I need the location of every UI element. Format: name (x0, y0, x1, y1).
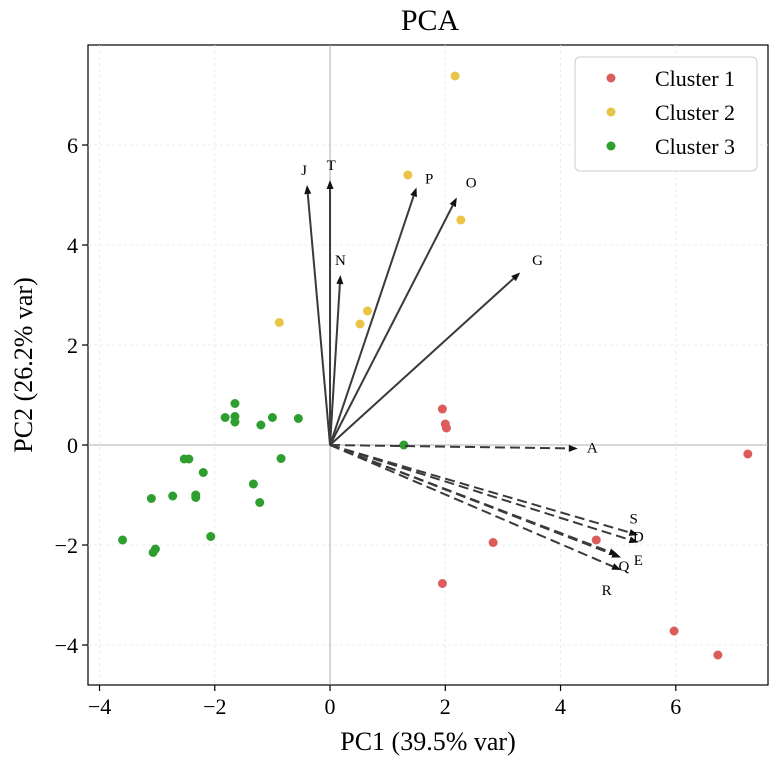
loading-arrow-S (329, 444, 630, 534)
legend-marker-cluster-3 (606, 141, 616, 151)
point-cluster-3-21 (399, 440, 409, 450)
point-cluster-2-4 (355, 319, 365, 329)
loading-arrowhead-A (568, 444, 578, 452)
point-cluster-3-16 (255, 498, 265, 507)
loading-label-J: J (301, 163, 307, 179)
loading-arrow-A (330, 444, 569, 450)
loading-label-D: D (633, 530, 644, 546)
point-cluster-3-8 (184, 454, 194, 464)
point-cluster-3-10 (276, 454, 286, 463)
legend-label-cluster-3: Cluster 3 (655, 134, 735, 159)
point-cluster-3-19 (148, 548, 158, 557)
loading-label-N: N (335, 253, 346, 269)
y-tick-label-0: −4 (55, 633, 78, 658)
point-cluster-1-4 (591, 535, 601, 545)
point-cluster-1-7 (669, 626, 679, 636)
y-tick-label-4: 4 (67, 233, 78, 258)
x-tick-label-1: −2 (203, 694, 226, 719)
point-cluster-3-3 (230, 417, 240, 427)
point-cluster-1-0 (437, 404, 447, 414)
loading-arrow-J (306, 193, 332, 446)
point-cluster-1-8 (713, 650, 723, 660)
x-axis-title: PC1 (39.5% var) (340, 727, 515, 756)
loading-arrowhead-S (628, 529, 639, 536)
point-cluster-3-13 (191, 493, 201, 502)
loading-arrowhead-D (628, 536, 639, 544)
legend-label-cluster-1: Cluster 1 (655, 66, 735, 91)
point-cluster-2-0 (450, 71, 460, 81)
loading-arrows (304, 180, 639, 570)
point-cluster-3-6 (293, 414, 303, 423)
point-cluster-2-3 (274, 318, 284, 327)
legend-box (574, 56, 758, 172)
point-cluster-3-5 (256, 420, 266, 430)
loading-arrowhead-J (304, 185, 312, 195)
x-tick-label-5: 6 (670, 694, 681, 719)
loading-arrowhead-P (410, 187, 417, 198)
loading-label-Q: Q (619, 559, 630, 575)
point-cluster-2-1 (403, 170, 413, 180)
point-cluster-3-9 (198, 468, 208, 477)
point-cluster-1-3 (488, 538, 498, 547)
y-tick-label-3: 2 (67, 333, 78, 358)
x-axis-ticks: −4 −2 0 2 4 6 (88, 685, 681, 719)
loading-arrowhead-T (326, 180, 334, 189)
point-cluster-2-2 (456, 215, 466, 225)
y-axis-title: PC2 (26.2% var) (9, 277, 38, 452)
legend-marker-cluster-2 (606, 107, 616, 117)
point-cluster-3-0 (230, 399, 240, 408)
y-tick-label-1: −2 (55, 533, 78, 558)
loading-label-P: P (425, 172, 433, 188)
point-cluster-2-5 (362, 306, 372, 316)
loading-label-T: T (327, 158, 336, 174)
loading-label-E: E (634, 553, 643, 569)
loading-arrowhead-N (336, 275, 344, 285)
point-cluster-1-5 (437, 579, 447, 588)
x-tick-label-0: −4 (88, 694, 111, 719)
loading-label-G: G (532, 253, 543, 269)
loading-arrow-O (329, 205, 454, 446)
loading-arrowhead-R (611, 563, 622, 570)
loading-label-S: S (630, 512, 638, 528)
loading-arrow-D (329, 444, 631, 541)
point-cluster-3-4 (267, 413, 277, 422)
x-tick-label-4: 4 (555, 694, 566, 719)
point-cluster-3-17 (118, 535, 128, 545)
point-cluster-3-20 (206, 532, 216, 541)
legend: Cluster 1 Cluster 2 Cluster 3 (574, 56, 758, 172)
loading-arrowhead-Q (608, 548, 619, 556)
chart-title: PCA (401, 4, 460, 37)
loading-label-R: R (602, 583, 612, 599)
x-tick-label-3: 2 (440, 694, 451, 719)
y-tick-label-2: 0 (67, 433, 78, 458)
legend-label-cluster-2: Cluster 2 (655, 100, 735, 125)
point-cluster-3-1 (220, 413, 230, 422)
loading-arrowhead-O (449, 197, 457, 208)
loading-arrow-N (329, 283, 341, 446)
point-cluster-3-14 (146, 494, 156, 503)
loading-arrow-G (329, 277, 515, 446)
legend-marker-cluster-1 (606, 73, 616, 83)
scatter-points (118, 71, 753, 660)
x-tick-label-2: 0 (325, 694, 336, 719)
point-cluster-3-15 (248, 479, 258, 489)
point-cluster-3-11 (168, 491, 178, 501)
point-cluster-1-6 (743, 449, 753, 459)
point-cluster-1-2 (441, 423, 451, 433)
loading-arrow-P (329, 195, 415, 446)
loading-arrow-R (329, 444, 614, 568)
loading-arrow-Q (329, 444, 611, 553)
loading-arrowhead-G (511, 272, 521, 282)
loading-label-A: A (587, 441, 598, 457)
loading-label-O: O (466, 176, 477, 192)
y-tick-label-5: 6 (67, 133, 78, 158)
y-axis-ticks: −4 −2 0 2 4 6 (55, 133, 88, 658)
